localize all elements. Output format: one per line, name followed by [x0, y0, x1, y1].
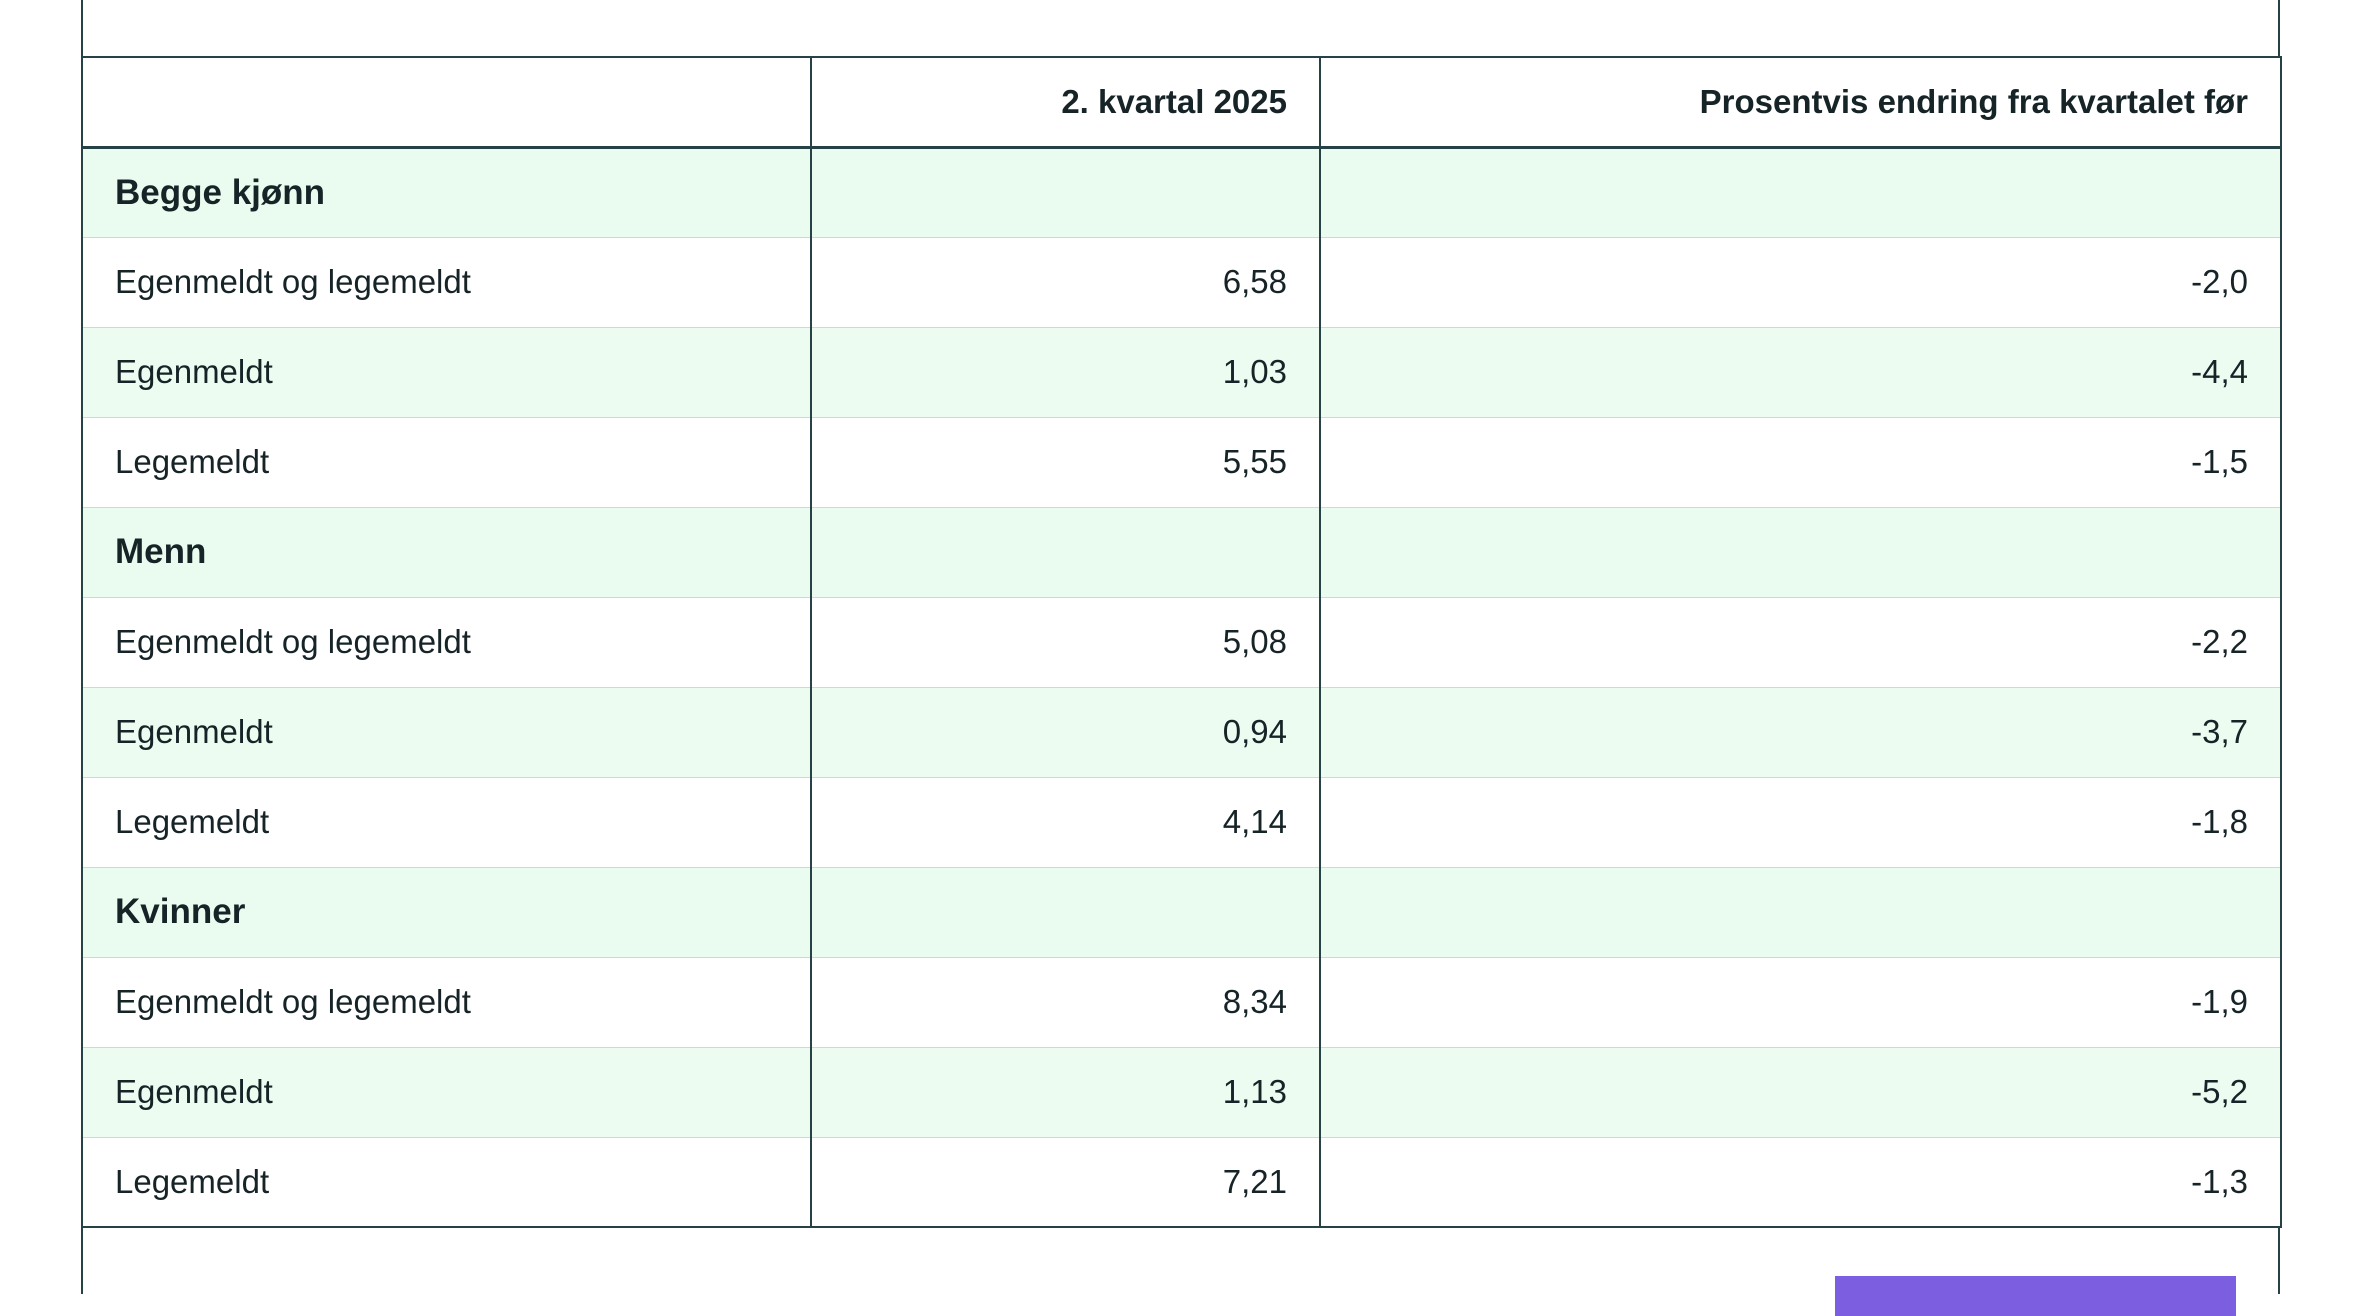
row-change: -5,2	[1319, 1047, 2282, 1138]
row-change: -1,5	[1319, 417, 2282, 508]
group-empty-cell	[810, 507, 1321, 598]
table-header-row: 2. kvartal 2025 Prosentvis endring fra k…	[81, 56, 2282, 149]
row-label: Egenmeldt og legemeldt	[81, 597, 812, 688]
row-value: 1,13	[810, 1047, 1321, 1138]
table-row: Legemeldt 4,14 -1,8	[81, 777, 2282, 868]
row-value: 7,21	[810, 1137, 1321, 1228]
statistics-table: 2. kvartal 2025 Prosentvis endring fra k…	[81, 56, 2282, 1228]
group-label: Kvinner	[81, 867, 812, 958]
row-label: Legemeldt	[81, 777, 812, 868]
group-empty-cell	[810, 867, 1321, 958]
group-label: Begge kjønn	[81, 147, 812, 238]
group-row-women: Kvinner	[81, 867, 2282, 958]
row-value: 0,94	[810, 687, 1321, 778]
row-label: Egenmeldt og legemeldt	[81, 237, 812, 328]
row-value: 1,03	[810, 327, 1321, 418]
table-row: Egenmeldt 1,13 -5,2	[81, 1047, 2282, 1138]
row-label: Egenmeldt	[81, 687, 812, 778]
table-row: Legemeldt 5,55 -1,5	[81, 417, 2282, 508]
group-empty-cell	[1319, 867, 2282, 958]
row-value: 5,08	[810, 597, 1321, 688]
row-value: 4,14	[810, 777, 1321, 868]
group-empty-cell	[810, 147, 1321, 238]
row-label: Egenmeldt	[81, 1047, 812, 1138]
row-value: 8,34	[810, 957, 1321, 1048]
row-label: Legemeldt	[81, 1137, 812, 1228]
group-empty-cell	[1319, 507, 2282, 598]
table-row: Egenmeldt og legemeldt 5,08 -2,2	[81, 597, 2282, 688]
column-header-quarter: 2. kvartal 2025	[810, 56, 1321, 149]
row-change: -1,9	[1319, 957, 2282, 1048]
row-change: -1,3	[1319, 1137, 2282, 1228]
row-label: Legemeldt	[81, 417, 812, 508]
group-label: Menn	[81, 507, 812, 598]
row-label: Egenmeldt	[81, 327, 812, 418]
row-change: -2,2	[1319, 597, 2282, 688]
column-header-label	[81, 56, 812, 149]
table-row: Egenmeldt og legemeldt 6,58 -2,0	[81, 237, 2282, 328]
table-row: Egenmeldt og legemeldt 8,34 -1,9	[81, 957, 2282, 1048]
table-row: Egenmeldt 1,03 -4,4	[81, 327, 2282, 418]
group-empty-cell	[1319, 147, 2282, 238]
row-value: 5,55	[810, 417, 1321, 508]
row-value: 6,58	[810, 237, 1321, 328]
group-row-both-sexes: Begge kjønn	[81, 147, 2282, 238]
group-row-men: Menn	[81, 507, 2282, 598]
row-label: Egenmeldt og legemeldt	[81, 957, 812, 1048]
row-change: -3,7	[1319, 687, 2282, 778]
action-button[interactable]	[1835, 1276, 2236, 1316]
row-change: -1,8	[1319, 777, 2282, 868]
row-change: -2,0	[1319, 237, 2282, 328]
row-change: -4,4	[1319, 327, 2282, 418]
column-header-change: Prosentvis endring fra kvartalet før	[1319, 56, 2282, 149]
table-row: Egenmeldt 0,94 -3,7	[81, 687, 2282, 778]
table-row: Legemeldt 7,21 -1,3	[81, 1137, 2282, 1228]
